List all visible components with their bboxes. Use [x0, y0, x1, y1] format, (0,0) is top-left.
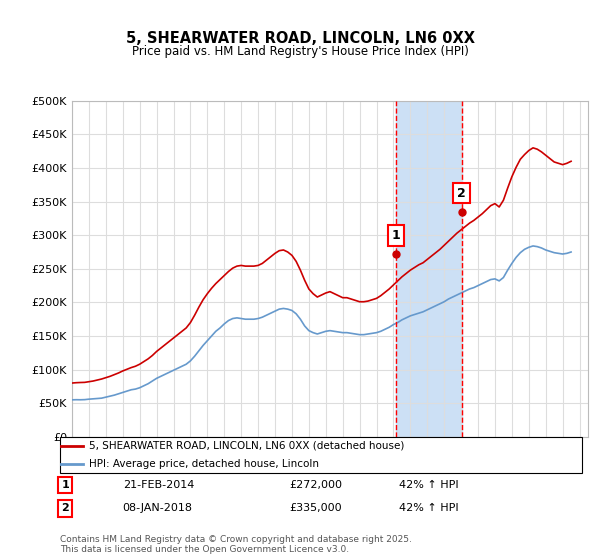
- Text: 42% ↑ HPI: 42% ↑ HPI: [400, 480, 459, 490]
- Text: 1: 1: [391, 229, 400, 242]
- Text: 42% ↑ HPI: 42% ↑ HPI: [400, 503, 459, 514]
- Text: 21-FEB-2014: 21-FEB-2014: [122, 480, 194, 490]
- Text: 2: 2: [61, 503, 69, 514]
- Text: Price paid vs. HM Land Registry's House Price Index (HPI): Price paid vs. HM Land Registry's House …: [131, 45, 469, 58]
- Text: 2: 2: [457, 186, 466, 199]
- Text: 1: 1: [61, 480, 69, 490]
- Text: 5, SHEARWATER ROAD, LINCOLN, LN6 0XX (detached house): 5, SHEARWATER ROAD, LINCOLN, LN6 0XX (de…: [89, 441, 404, 451]
- Text: 08-JAN-2018: 08-JAN-2018: [122, 503, 193, 514]
- Text: 5, SHEARWATER ROAD, LINCOLN, LN6 0XX: 5, SHEARWATER ROAD, LINCOLN, LN6 0XX: [125, 31, 475, 46]
- Bar: [395, 101, 461, 437]
- Text: HPI: Average price, detached house, Lincoln: HPI: Average price, detached house, Linc…: [89, 459, 319, 469]
- FancyBboxPatch shape: [60, 437, 582, 473]
- Text: £272,000: £272,000: [290, 480, 343, 490]
- Text: £335,000: £335,000: [290, 503, 343, 514]
- Text: Contains HM Land Registry data © Crown copyright and database right 2025.
This d: Contains HM Land Registry data © Crown c…: [60, 535, 412, 554]
